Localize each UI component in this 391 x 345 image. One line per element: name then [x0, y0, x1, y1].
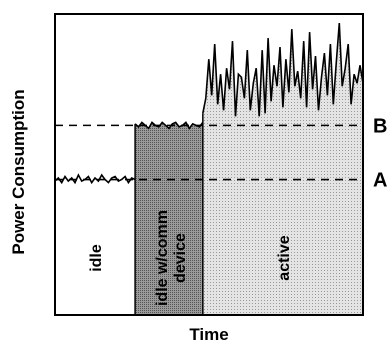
- x-axis-label: Time: [189, 325, 228, 344]
- plot-frame: [54, 13, 364, 316]
- reference-line-labels-layer: BA: [373, 115, 387, 191]
- region-area-active: [202, 23, 363, 315]
- reference-lines-layer: [55, 124, 363, 181]
- y-axis-label: Power Consumption: [9, 89, 28, 254]
- reference-line-label-a: A: [373, 170, 387, 192]
- region-label-idle-w-comm-device-line-2: device: [172, 233, 189, 283]
- noise-traces-layer: [54, 22, 364, 185]
- power-trace-idle-w-comm-device: [134, 121, 204, 130]
- reference-line-label-b: B: [373, 115, 387, 137]
- region-label-active: active: [276, 235, 293, 280]
- region-area-idle: [55, 175, 136, 315]
- region-labels-layer: idle idle w/comm device active: [88, 210, 293, 306]
- power-trace-active: [202, 22, 364, 117]
- region-label-idle: idle: [88, 244, 105, 272]
- regions-layer: [55, 23, 363, 316]
- region-label-idle-w-comm-device-line-1: idle w/comm: [154, 210, 171, 306]
- power-trace-idle: [54, 173, 136, 185]
- region-area-idle-w-comm-device: [135, 122, 203, 316]
